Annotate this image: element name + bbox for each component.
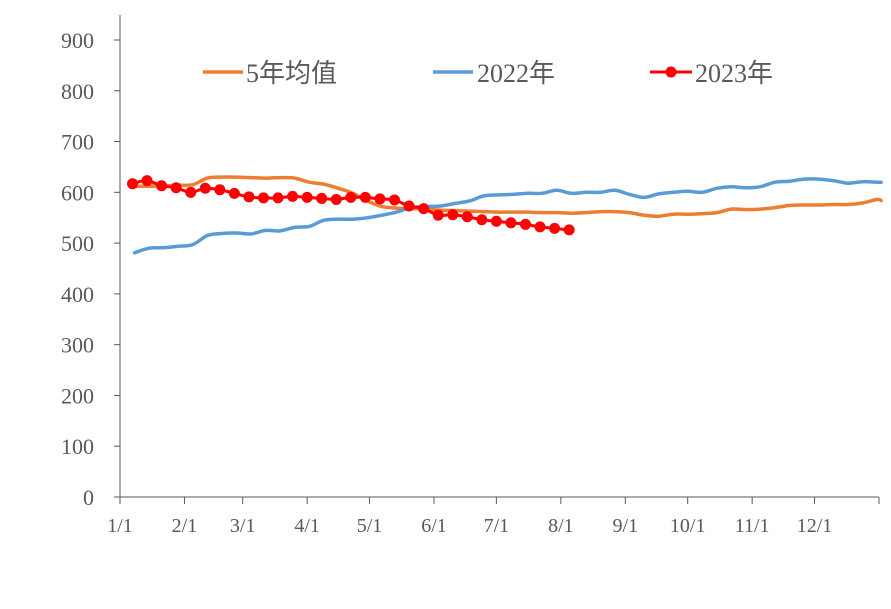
series-2023-point — [359, 191, 371, 203]
x-tick-label: 10/1 — [670, 515, 706, 537]
series-2023-point — [447, 209, 459, 221]
legend-label-avg5y: 5年均值 — [246, 59, 337, 88]
y-tick-label: 300 — [61, 333, 94, 358]
y-tick-label: 600 — [61, 180, 94, 205]
series-2023-point — [141, 175, 153, 187]
series-2023-point — [519, 218, 531, 230]
series-2023-point — [388, 194, 400, 206]
series-2023-point — [185, 186, 197, 198]
series-2023-point — [199, 182, 211, 194]
y-tick-label: 900 — [61, 28, 94, 53]
chart-legend: 5年均值 2022年 2023年 — [203, 59, 773, 88]
series-2022-line — [132, 177, 883, 255]
series-2023-point — [563, 224, 575, 236]
y-tick-label: 0 — [83, 485, 94, 510]
x-tick-label: 3/1 — [230, 515, 256, 537]
y-tick-label: 100 — [61, 434, 94, 459]
series-2023-point — [549, 222, 561, 234]
x-tick-label: 9/1 — [613, 515, 639, 537]
legend-marker-2023 — [665, 66, 677, 78]
x-tick-label: 6/1 — [421, 515, 447, 537]
series-2023-point — [228, 187, 240, 199]
series-2023-point — [374, 193, 386, 205]
series-2023-point — [461, 211, 473, 223]
x-tick-label: 1/1 — [107, 515, 133, 537]
x-tick-label: 4/1 — [294, 515, 320, 537]
series-avg5y-line — [132, 175, 883, 218]
legend-label-2023: 2023年 — [695, 59, 773, 88]
series-2023-point — [403, 200, 415, 212]
series-2023-line — [131, 179, 571, 232]
series-2023-point — [243, 191, 255, 203]
series-2023-point — [287, 190, 299, 202]
series-2023-point — [476, 214, 488, 226]
series-2023-point — [214, 184, 226, 196]
x-tick-label: 2/1 — [172, 515, 198, 537]
series-2023-point — [257, 192, 269, 204]
series-2023-point — [490, 215, 502, 227]
chart-axes: 0 100 200 300 400 500 600 700 800 900 1/1 2/1 3/1 4/1… — [61, 15, 880, 537]
series-2023-point — [432, 209, 444, 221]
x-tick-label: 7/1 — [484, 515, 510, 537]
series-2023-point — [170, 182, 182, 194]
legend-label-2022: 2022年 — [477, 59, 555, 88]
y-tick-label: 700 — [61, 130, 94, 155]
series-2023-point — [316, 192, 328, 204]
series-2023-point — [126, 178, 138, 190]
series-2023-point — [505, 217, 517, 229]
y-tick-label: 200 — [61, 383, 94, 408]
y-tick-label: 400 — [61, 282, 94, 307]
series-2023-point — [534, 221, 546, 233]
x-tick-label: 8/1 — [548, 515, 574, 537]
x-tick-label: 11/1 — [735, 515, 770, 537]
series-2023-point — [272, 192, 284, 204]
series-2023-point — [330, 193, 342, 205]
x-tick-label: 5/1 — [357, 515, 383, 537]
series-2023-point — [418, 203, 430, 215]
series-2023-point — [345, 191, 357, 203]
series-lines — [126, 175, 883, 255]
series-2023-point — [156, 180, 168, 192]
series-2023-point — [301, 191, 313, 203]
x-tick-label: 12/1 — [797, 515, 833, 537]
y-tick-label: 500 — [61, 231, 94, 256]
y-tick-label: 800 — [61, 79, 94, 104]
